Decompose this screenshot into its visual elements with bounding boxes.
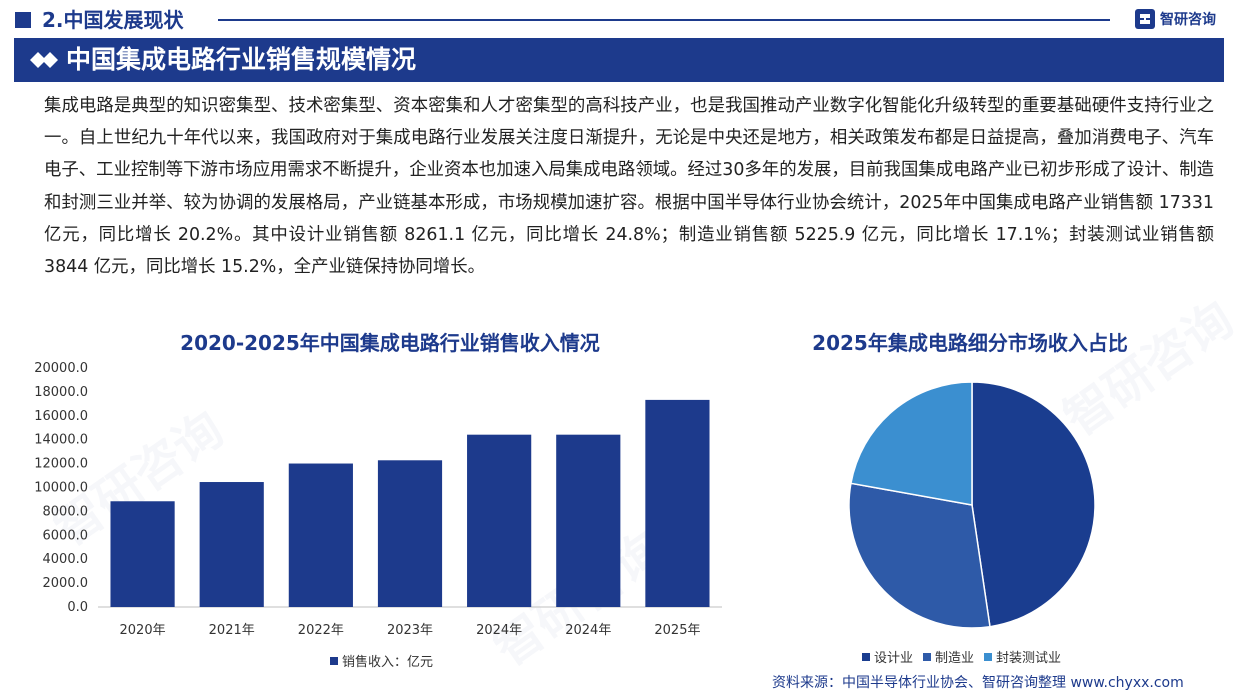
bar [199,482,264,607]
y-tick-label: 20000.0 [34,361,88,376]
top-header: 2.中国发展现状 智研咨询 [0,0,1240,38]
banner-title: 中国集成电路行业销售规模情况 [66,45,417,74]
x-tick-label: 2020年 [120,623,166,638]
bar [288,463,353,607]
double-diamond-icon [30,52,58,68]
x-tick-label: 2024年 [476,623,522,638]
logo-text: 智研咨询 [1160,12,1216,28]
x-tick-label: 2025年 [654,623,700,638]
legend-label: 制造业 [935,651,975,666]
brand-logo: 智研咨询 [1134,8,1216,30]
y-tick-label: 6000.0 [43,528,89,543]
y-tick-label: 10000.0 [34,481,88,496]
body-paragraph: 集成电路是典型的知识密集型、技术密集型、资本密集和人才密集型的高科技产业，也是我… [44,96,1214,278]
y-tick-label: 16000.0 [34,409,88,424]
x-tick-label: 2024年 [565,623,611,638]
legend-item: 封装测试业 [984,647,1061,666]
legend-label: 设计业 [874,651,914,666]
pie-slice [971,381,1096,628]
bar [556,434,621,607]
pie-chart [848,381,1096,629]
y-tick-label: 8000.0 [43,504,89,519]
source-note: 资料来源：中国半导体行业协会、智研咨询整理 www.chyxx.com [772,675,1184,691]
bar-chart-title: 2020-2025年中国集成电路行业销售收入情况 [180,331,600,355]
bar [377,460,443,607]
section-marker-icon [15,12,31,28]
pie-chart-title: 2025年集成电路细分市场收入占比 [812,331,1128,355]
header-divider [218,19,1110,21]
legend-swatch [984,652,993,661]
bar-chart-legend: 销售收入：亿元 [330,651,433,670]
legend-swatch [862,652,870,661]
y-tick-label: 12000.0 [34,457,88,472]
y-tick-label: 18000.0 [34,385,88,400]
title-banner: 中国集成电路行业销售规模情况 [14,38,1224,82]
pie-chart-legend: 设计业 制造业 封装测试业 [862,647,1071,666]
legend-swatch [330,656,338,665]
bar [467,434,532,607]
bar [645,399,710,607]
section-title: 2.中国发展现状 [42,8,184,32]
legend-label: 销售收入：亿元 [342,655,434,670]
legend-item: 制造业 [923,647,974,666]
legend-item: 设计业 [862,647,913,666]
bar [110,501,175,607]
y-tick-label: 2000.0 [43,576,89,591]
x-tick-label: 2021年 [209,623,255,638]
pie-slice [850,381,973,506]
x-tick-label: 2023年 [387,623,433,638]
legend-swatch [923,652,932,661]
logo-icon [1135,9,1155,29]
y-tick-label: 0.0 [67,600,88,615]
x-tick-label: 2022年 [298,623,344,638]
y-tick-label: 4000.0 [43,552,89,567]
legend-label: 封装测试业 [996,651,1062,666]
pie-slice [848,482,991,629]
bar-chart: 0.0 2000.0 4000.0 6000.0 8000.0 10000.0 12000.… [34,361,722,638]
y-tick-label: 14000.0 [34,433,88,448]
